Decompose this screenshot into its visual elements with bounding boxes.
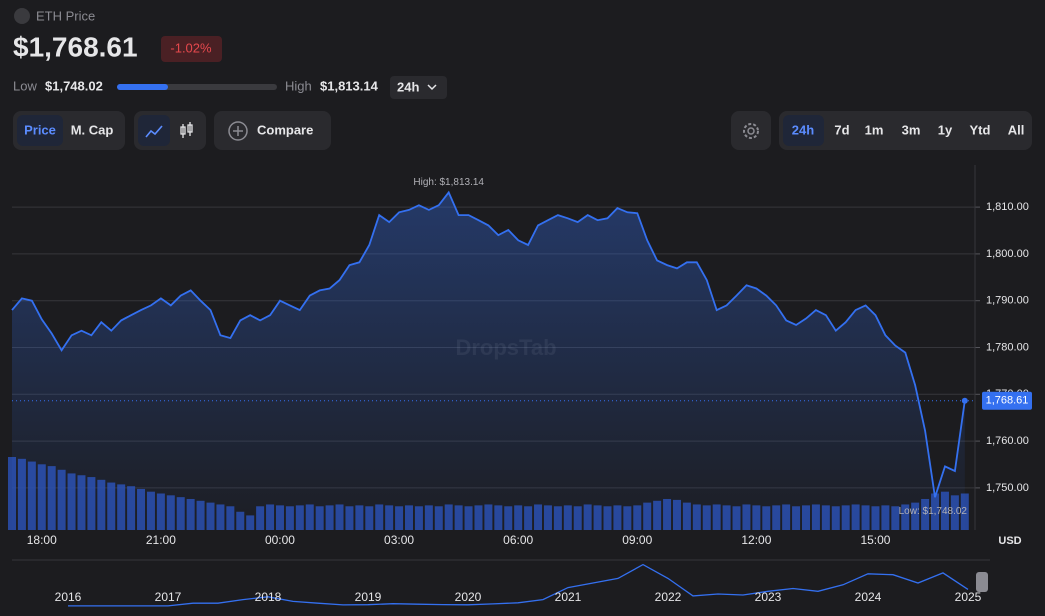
- range-option[interactable]: 3m: [902, 122, 921, 137]
- range-selected[interactable]: [783, 115, 824, 146]
- range-fill: [117, 84, 168, 90]
- range-dropdown[interactable]: [390, 76, 447, 99]
- change-badge: [161, 36, 222, 62]
- navigator-label: 2016: [55, 590, 82, 604]
- high-label: High: [285, 78, 312, 93]
- low-annotation: Low: $1,748.02: [899, 506, 968, 517]
- line-icon: [145, 125, 163, 138]
- navigator-label: 2017: [155, 590, 182, 604]
- title: ETH Price: [36, 8, 95, 23]
- current-price-box: [982, 391, 1032, 410]
- unit: USD: [998, 535, 1021, 547]
- price: $1,768.61: [13, 31, 138, 62]
- x-tick-label: 15:00: [860, 533, 890, 547]
- range-option[interactable]: Ytd: [970, 122, 991, 137]
- y-tick-label: 1,800.00: [986, 248, 1029, 260]
- range-option[interactable]: 7d: [834, 122, 849, 137]
- x-tick-label: 21:00: [146, 533, 176, 547]
- navigator-handle[interactable]: [976, 572, 988, 592]
- navigator-label: 2024: [855, 590, 882, 604]
- gear-center: [747, 127, 755, 135]
- x-tick-label: 00:00: [265, 533, 295, 547]
- high-annotation: High: $1,813.14: [413, 177, 484, 188]
- navigator-label: 2020: [455, 590, 482, 604]
- line-type[interactable]: [138, 115, 170, 146]
- chevron: [427, 84, 437, 91]
- navigator-label: 2021: [555, 590, 582, 604]
- candle-icon[interactable]: [180, 122, 193, 138]
- range: 24h: [397, 79, 419, 94]
- metric-mcap[interactable]: M. Cap: [71, 122, 114, 137]
- y-tick-label: 1,790.00: [986, 295, 1029, 307]
- compare-icon: [228, 121, 248, 141]
- range-option[interactable]: 24h: [792, 122, 814, 137]
- range-option[interactable]: 1y: [938, 122, 953, 137]
- range-option[interactable]: 1m: [865, 122, 884, 137]
- x-tick-label: 09:00: [622, 533, 652, 547]
- current-point: [961, 397, 968, 404]
- x-tick-label: 06:00: [503, 533, 533, 547]
- navigator-label: 2023: [755, 590, 782, 604]
- current-price-label: 1,768.61: [986, 395, 1029, 407]
- x-tick-label: 03:00: [384, 533, 414, 547]
- change: -1.02%: [170, 40, 212, 55]
- settings-button[interactable]: [731, 111, 771, 150]
- range-group: [779, 111, 1032, 150]
- price-line: [11, 190, 966, 498]
- high: $1,813.14: [320, 78, 379, 93]
- price-area: [12, 192, 965, 530]
- metric-price[interactable]: Price: [24, 122, 56, 137]
- navigator-label: 2022: [655, 590, 682, 604]
- compare-button[interactable]: [214, 111, 331, 150]
- y-tick-label: 1,780.00: [986, 341, 1029, 353]
- eth-icon: [14, 8, 30, 24]
- navigator-line: [68, 563, 969, 607]
- gear: [743, 123, 759, 139]
- x-tick-label: 12:00: [741, 533, 771, 547]
- y-tick-label: 1,760.00: [986, 435, 1029, 447]
- navigator-label: 2018: [255, 590, 282, 604]
- metric-selected[interactable]: [17, 115, 63, 146]
- compare[interactable]: Compare: [257, 122, 313, 137]
- plus: [233, 126, 243, 136]
- navigator-label: 2025: [955, 590, 982, 604]
- low-label: Low: [13, 78, 37, 93]
- y-tick-label: 1,810.00: [986, 201, 1029, 213]
- range-option[interactable]: All: [1008, 122, 1025, 137]
- navigator-label: 2019: [355, 590, 382, 604]
- x-tick-label: 18:00: [27, 533, 57, 547]
- y-tick-label: 1,750.00: [986, 482, 1029, 494]
- low: $1,748.02: [45, 78, 103, 93]
